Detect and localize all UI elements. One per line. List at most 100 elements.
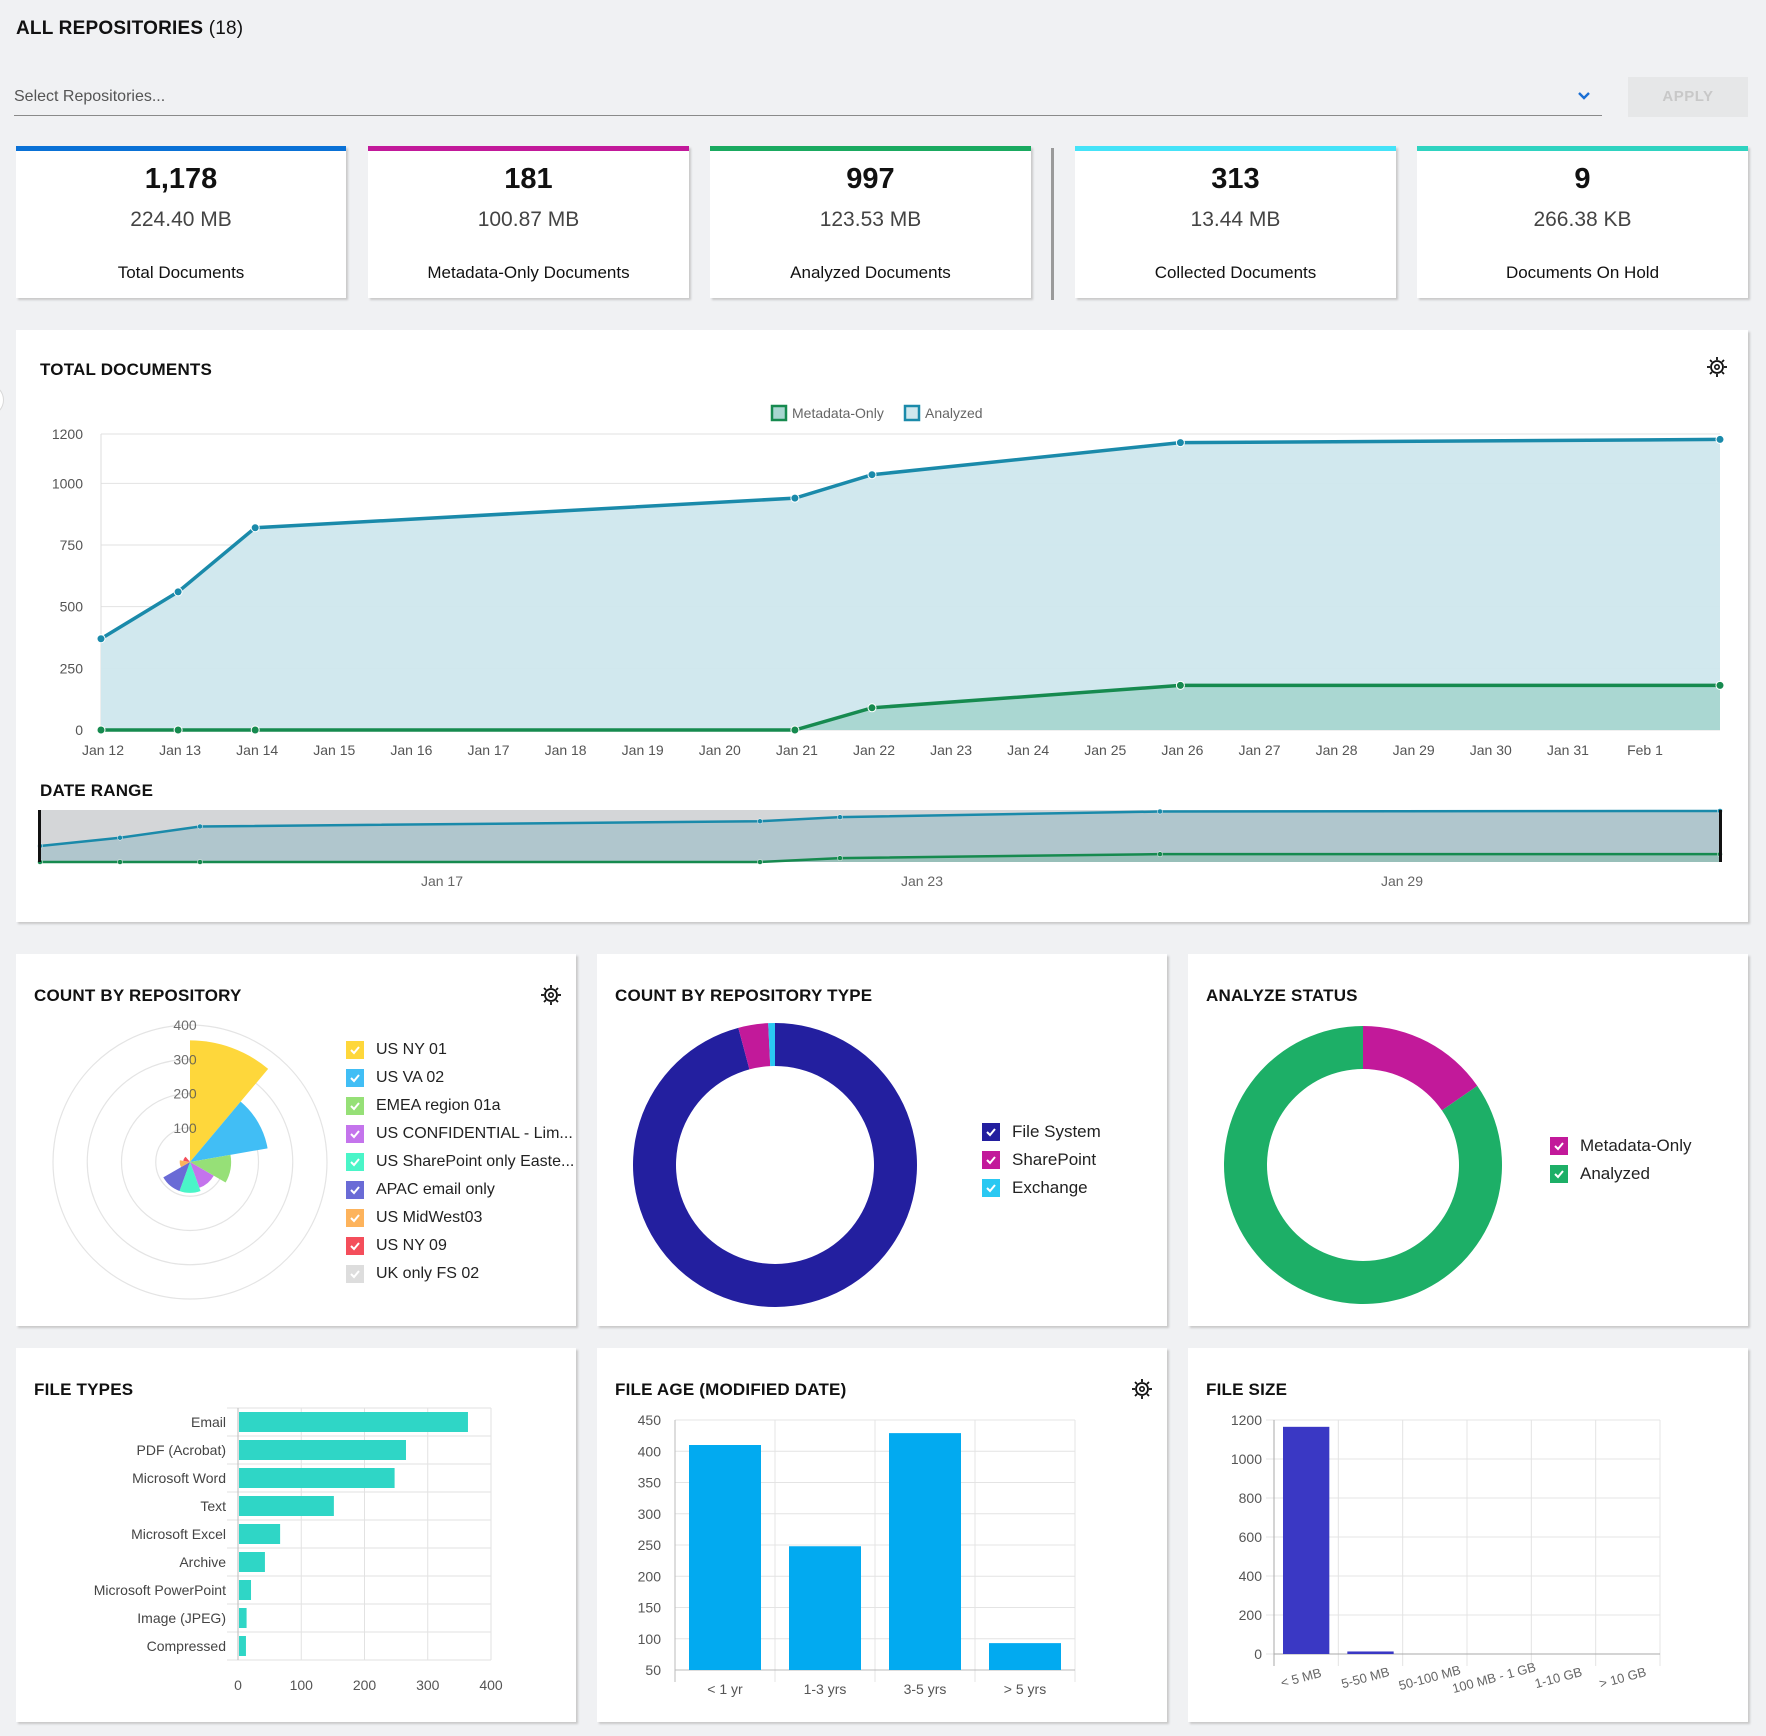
checkbox-icon[interactable] [346,1265,364,1283]
chart-legend: Metadata-Only Analyzed [770,404,983,422]
checkbox-icon[interactable] [1550,1165,1568,1183]
analyze-status-card: ANALYZE STATUS Metadata-Only Analyzed [1188,954,1748,1326]
kpi-accent-bar [1075,146,1396,151]
series-area-analyzed [101,439,1720,730]
kpi-accent-bar [710,146,1031,151]
legend-label: Metadata-Only [792,405,884,421]
date-range-point [117,859,123,865]
data-point [250,725,260,735]
kpi-card[interactable]: 997 123.53 MB Analyzed Documents [710,146,1031,298]
y-tick-label: 50 [645,1662,661,1678]
legend-label: US VA 02 [376,1069,445,1086]
checkbox-icon[interactable] [982,1123,1000,1141]
legend-item[interactable]: File System [982,1118,1101,1146]
data-point [1715,680,1725,690]
kpi-size: 123.53 MB [819,208,922,231]
kpi-card[interactable]: 1,178 224.40 MB Total Documents [16,146,346,298]
date-range-tick-label: Jan 23 [901,873,943,889]
bar [239,1552,265,1572]
checkbox-icon[interactable] [346,1237,364,1255]
y-tick-label: 500 [60,599,84,615]
x-tick-label: 200 [353,1677,377,1693]
count-by-repository-type-card: COUNT BY REPOSITORY TYPE File System Shar… [597,954,1167,1326]
legend-item[interactable]: Exchange [982,1174,1101,1202]
x-tick-label: 400 [479,1677,503,1693]
y-tick-label: 800 [1239,1490,1263,1506]
gear-icon[interactable] [1131,1378,1153,1400]
data-point [1175,438,1185,448]
x-tick-label: Jan 30 [1470,742,1512,758]
y-tick-label: 100 [638,1631,662,1647]
chevron-down-icon[interactable] [1574,86,1594,106]
legend-item[interactable]: US NY 01 [346,1036,574,1064]
legend-item[interactable]: US SharePoint only Easte... [346,1148,574,1176]
legend-item[interactable]: US MidWest03 [346,1204,574,1232]
gear-icon[interactable] [540,984,562,1006]
legend-item[interactable]: Analyzed [1550,1160,1692,1188]
kpi-card[interactable]: 313 13.44 MB Collected Documents [1075,146,1396,298]
data-point [250,523,260,533]
category-label: Microsoft Excel [131,1526,226,1542]
repository-select[interactable]: Select Repositories... [14,80,1602,116]
count-by-repository-card: COUNT BY REPOSITORY 100 200 300 400 US NY 0… [16,954,576,1326]
total-documents-chart: Metadata-Only Analyzed 0 250 500 750 1000 1200 J… [37,404,1725,889]
x-tick-label: 100 [290,1677,314,1693]
kpi-card[interactable]: 181 100.87 MB Metadata-Only Documents [368,146,689,298]
kpi-card[interactable]: 9 266.38 KB Documents On Hold [1417,146,1748,298]
file-types-card: FILE TYPES 0 100 200 300 400 Email PDF (Acroba… [16,1348,576,1722]
legend-item[interactable]: US VA 02 [346,1064,574,1092]
polar-segment [188,1160,190,1162]
legend-label: File System [1012,1122,1101,1141]
data-point [790,493,800,503]
kpi-count: 181 [504,163,553,195]
checkbox-icon[interactable] [982,1179,1000,1197]
checkbox-icon[interactable] [346,1069,364,1087]
kpi-accent-bar [368,146,689,151]
donut-segment [1224,1026,1502,1304]
x-tick-label: Jan 26 [1161,742,1203,758]
r-tick-label: 200 [173,1086,197,1102]
legend-item[interactable]: UK only FS 02 [346,1260,574,1288]
bar [239,1496,334,1516]
checkbox-icon[interactable] [346,1153,364,1171]
r-tick-label: 300 [173,1051,197,1067]
legend-item[interactable]: US NY 09 [346,1232,574,1260]
legend-item[interactable]: US CONFIDENTIAL - Lim... [346,1120,574,1148]
legend-item[interactable]: Metadata-Only [1550,1132,1692,1160]
apply-button[interactable]: APPLY [1628,77,1748,117]
x-tick-label: < 1 yr [707,1681,743,1697]
page-title-text: ALL REPOSITORIES [16,18,204,39]
polar-segment [183,1156,190,1162]
checkbox-icon[interactable] [982,1151,1000,1169]
y-tick-label: 1000 [52,475,83,491]
x-tick-label: Jan 15 [313,742,355,758]
date-range-point [757,818,763,825]
data-point [173,587,183,597]
side-panel-handle[interactable] [0,384,4,416]
x-tick-label: Jan 21 [776,742,818,758]
date-range-handle-left[interactable] [38,810,41,862]
bar [239,1524,281,1544]
x-tick-label: Jan 22 [853,742,895,758]
checkbox-icon[interactable] [346,1181,364,1199]
date-range-handle-right[interactable] [1719,810,1722,862]
legend-item[interactable]: SharePoint [982,1146,1101,1174]
legend-item[interactable]: APAC email only [346,1176,574,1204]
series-area-metadata-only [101,685,1720,730]
data-point [96,634,106,644]
checkbox-icon[interactable] [346,1041,364,1059]
checkbox-icon[interactable] [1550,1137,1568,1155]
y-tick-label: 300 [638,1506,662,1522]
data-point [867,703,877,713]
checkbox-icon[interactable] [346,1097,364,1115]
legend-item[interactable]: EMEA region 01a [346,1092,574,1120]
checkbox-icon[interactable] [346,1209,364,1227]
card-title: COUNT BY REPOSITORY [34,986,242,1005]
y-tick-label: 450 [638,1412,662,1428]
x-tick-label: 1-3 yrs [804,1681,847,1697]
kpi-size: 100.87 MB [477,208,580,231]
file-size-card: FILE SIZE 0 200 400 600 800 1000 1200 < 5 MB 5-5… [1188,1348,1748,1722]
date-range-point [837,855,843,861]
checkbox-icon[interactable] [346,1125,364,1143]
gear-icon[interactable] [1706,356,1728,378]
